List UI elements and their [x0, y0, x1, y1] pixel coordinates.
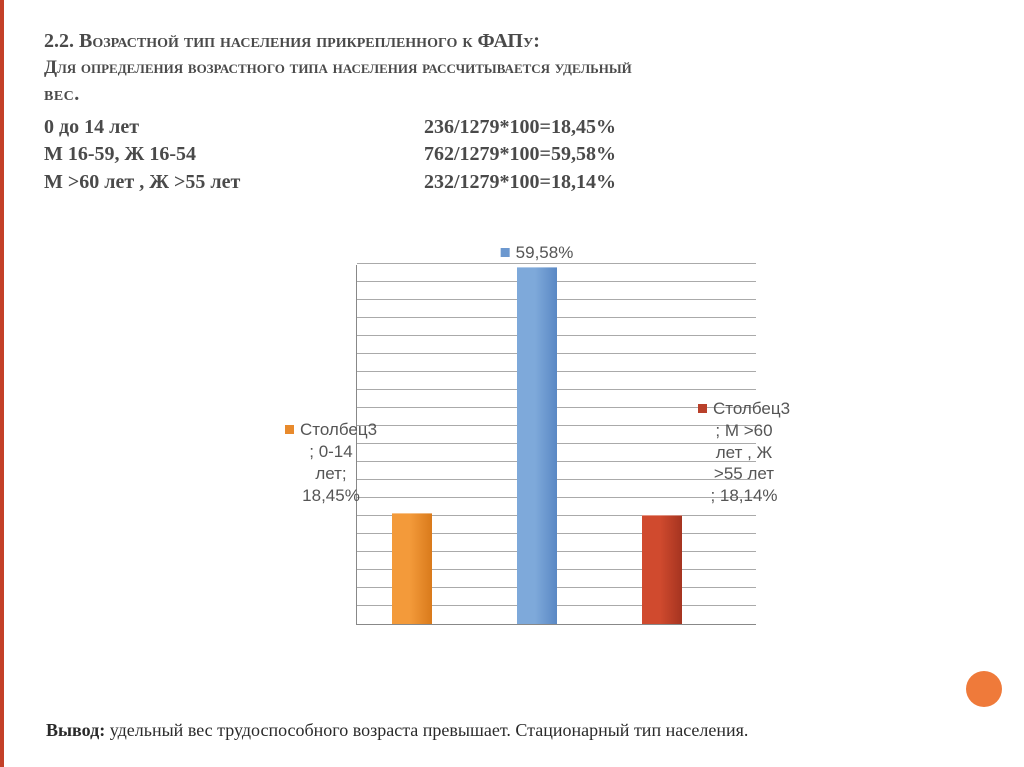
- calc-right: 236/1279*100=18,45%: [424, 114, 616, 142]
- footer-bold: Вывод:: [46, 720, 105, 740]
- calc-row: 0 до 14 лет 236/1279*100=18,45%: [44, 114, 984, 142]
- calc-left: М >60 лет , Ж >55 лет: [44, 169, 424, 197]
- bar: [642, 515, 682, 624]
- bar-body: [642, 515, 682, 624]
- header-line-1: 2.2. Возрастной тип населения прикреплен…: [44, 28, 984, 55]
- calc-right: 762/1279*100=59,58%: [424, 141, 616, 169]
- bar: 59,58%: [517, 267, 557, 624]
- header-line-3: вес.: [44, 81, 984, 108]
- legend-marker: [501, 248, 510, 257]
- bar-chart: 59,58% Столбец3; 0-14лет;18,45%Столбец3;…: [286, 235, 806, 645]
- calc-right: 232/1279*100=18,14%: [424, 169, 616, 197]
- bar-body: [517, 267, 557, 624]
- bar-top-label-text: 59,58%: [516, 243, 574, 262]
- header-line-2: Для определения возрастного типа населен…: [44, 55, 984, 81]
- bar-side-label: Столбец3; 0-14лет;18,45%: [281, 419, 381, 506]
- calc-row: М 16-59, Ж 16-54 762/1279*100=59,58%: [44, 141, 984, 169]
- calc-left: М 16-59, Ж 16-54: [44, 141, 424, 169]
- gridline: [357, 263, 756, 264]
- slide: 2.2. Возрастной тип населения прикреплен…: [0, 0, 1024, 767]
- footer-text: удельный вес трудоспособного возраста пр…: [105, 720, 748, 740]
- bar: [392, 513, 432, 624]
- bar-side-label: Столбец3; М >60лет , Ж>55 лет; 18,14%: [689, 398, 799, 507]
- decoration-circle: [966, 671, 1002, 707]
- bar-body: [392, 513, 432, 624]
- calc-row: М >60 лет , Ж >55 лет 232/1279*100=18,14…: [44, 169, 984, 197]
- calc-left: 0 до 14 лет: [44, 114, 424, 142]
- header-block: 2.2. Возрастной тип населения прикреплен…: [44, 28, 984, 108]
- legend-marker: [285, 425, 294, 434]
- footer: Вывод: удельный вес трудоспособного возр…: [46, 720, 748, 741]
- bar-top-label: 59,58%: [501, 243, 574, 263]
- calculations: 0 до 14 лет 236/1279*100=18,45% М 16-59,…: [44, 114, 984, 197]
- legend-marker: [698, 404, 707, 413]
